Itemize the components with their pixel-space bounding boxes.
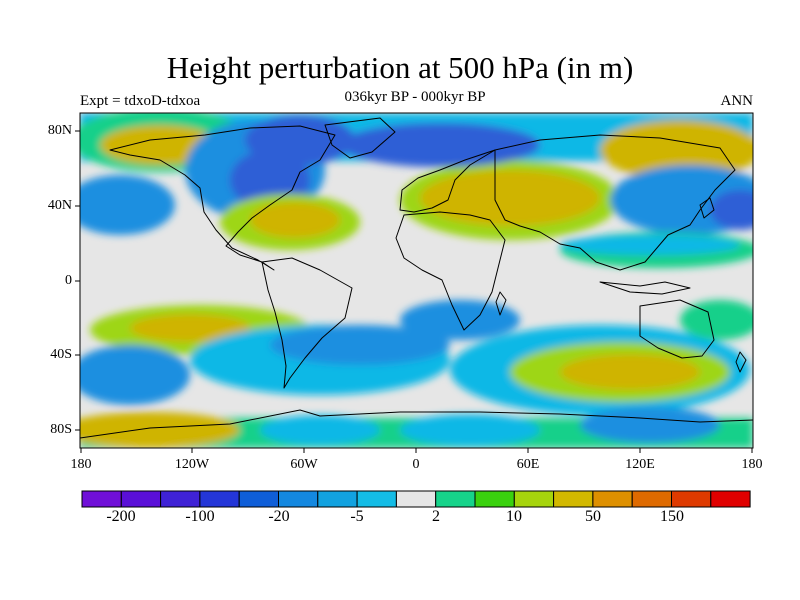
colorbar-swatch [553, 490, 594, 508]
colorbar-label-m100: -100 [185, 508, 215, 525]
colorbar-swatch [120, 490, 162, 508]
colorbar-swatch [592, 490, 633, 508]
colorbar-swatch [199, 490, 240, 508]
lon-tick-180w: 180 [70, 457, 92, 472]
lon-tick-180e: 180 [741, 457, 763, 472]
experiment-label: Expt = tdxoD-tdxoa [80, 93, 201, 109]
colorbar-label-m200: -200 [106, 508, 136, 525]
lon-tick-60e: 60E [516, 457, 540, 472]
lat-tick-40n: 40N [47, 198, 72, 213]
tick-marks [75, 130, 753, 453]
colorbar-swatch [631, 490, 673, 508]
colorbar-swatch [81, 490, 122, 508]
lon-tick-120e: 120E [625, 457, 655, 472]
plot-subtitle: 036kyr BP - 000kyr BP [344, 89, 486, 105]
colorbar-label-50: 50 [585, 508, 601, 525]
colorbar [81, 490, 751, 508]
colorbar-label-m20: -20 [268, 508, 290, 525]
lat-tick-0: 0 [65, 273, 72, 288]
lat-tick-40s: 40S [50, 347, 72, 362]
colorbar-label-10: 10 [506, 508, 522, 525]
plot-title: Height perturbation at 500 hPa (in m) [166, 50, 634, 85]
colorbar-swatch [710, 490, 751, 508]
colorbar-swatch [671, 490, 712, 508]
colorbar-swatch [317, 490, 358, 508]
colorbar-swatch [278, 490, 319, 508]
coastlines [80, 117, 753, 439]
colorbar-swatch [238, 490, 279, 508]
colorbar-label-m5: -5 [350, 508, 364, 525]
season-label: ANN [720, 93, 754, 109]
contour-field [80, 113, 753, 448]
lon-tick-0: 0 [412, 457, 420, 472]
colorbar-swatch [474, 490, 515, 508]
lat-tick-80n: 80N [47, 123, 72, 138]
colorbar-swatch [395, 490, 437, 508]
colorbar-swatch [513, 490, 555, 508]
colorbar-swatch [435, 490, 476, 508]
colorbar-label-2: 2 [432, 508, 440, 525]
colorbar-swatch [356, 490, 397, 508]
lat-tick-80s: 80S [50, 422, 72, 437]
lon-tick-60w: 60W [290, 457, 318, 472]
colorbar-label-150: 150 [660, 508, 684, 525]
colorbar-swatch [160, 490, 201, 508]
lon-tick-120w: 120W [174, 457, 210, 472]
